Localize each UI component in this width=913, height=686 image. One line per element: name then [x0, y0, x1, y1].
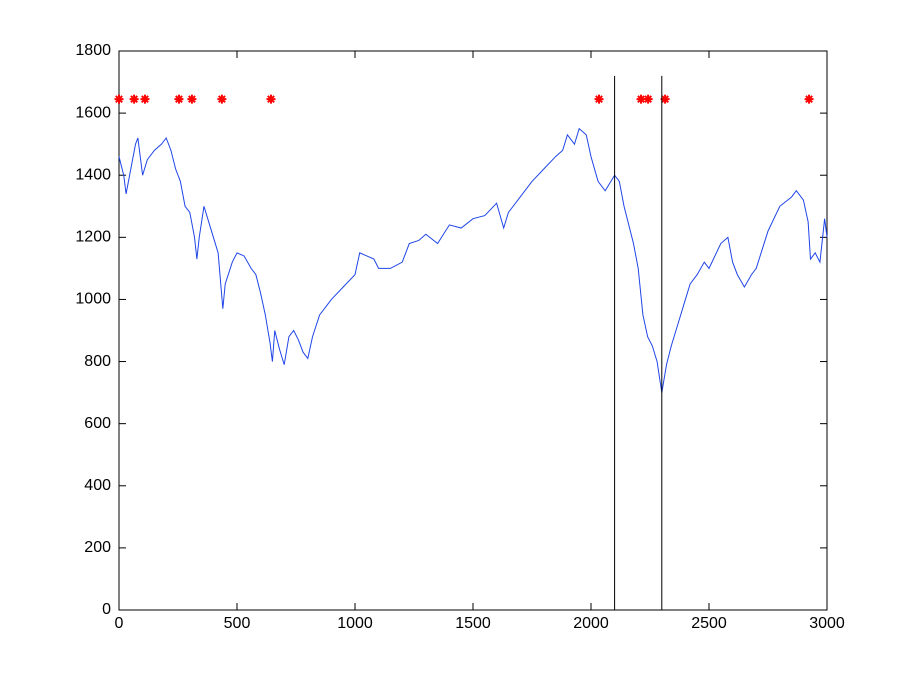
star-marker	[174, 94, 184, 104]
star-stroke	[595, 95, 603, 104]
star-stroke	[644, 95, 653, 104]
y-tick-label: 200	[84, 539, 111, 556]
star-stroke	[637, 95, 645, 104]
x-tick-label: 500	[224, 615, 251, 632]
y-tick-label: 1200	[75, 229, 111, 246]
x-tick-label: 3000	[809, 615, 845, 632]
star-marker	[140, 94, 150, 104]
star-marker	[217, 94, 227, 104]
star-marker	[643, 94, 653, 104]
y-tick-label: 1000	[75, 291, 111, 308]
y-tick-label: 600	[84, 415, 111, 432]
star-stroke	[188, 95, 196, 104]
star-marker	[804, 94, 814, 104]
star-stroke	[175, 95, 183, 104]
star-marker	[114, 94, 124, 104]
star-stroke	[130, 95, 138, 104]
star-marker	[660, 94, 670, 104]
star-stroke	[805, 95, 813, 104]
y-tick-label: 1600	[75, 104, 111, 121]
star-marker	[594, 94, 604, 104]
line-series	[118, 127, 828, 393]
x-tick-label: 0	[115, 615, 124, 632]
star-marker	[266, 94, 276, 104]
x-tick-label: 1000	[337, 615, 373, 632]
star-stroke	[115, 95, 123, 104]
star-stroke	[661, 95, 669, 104]
y-tick-label: 1800	[75, 42, 111, 59]
star-marker	[129, 94, 139, 104]
x-tick-label: 2500	[691, 615, 727, 632]
star-stroke	[141, 95, 149, 104]
star-stroke	[267, 95, 275, 104]
star-stroke	[218, 95, 226, 104]
y-tick-label: 1400	[75, 166, 111, 183]
y-tick-label: 800	[84, 353, 111, 370]
x-tick-label: 2000	[573, 615, 609, 632]
star-marker	[187, 94, 197, 104]
y-tick-label: 400	[84, 477, 111, 494]
y-tick-label: 0	[102, 601, 111, 618]
x-tick-label: 1500	[455, 615, 491, 632]
